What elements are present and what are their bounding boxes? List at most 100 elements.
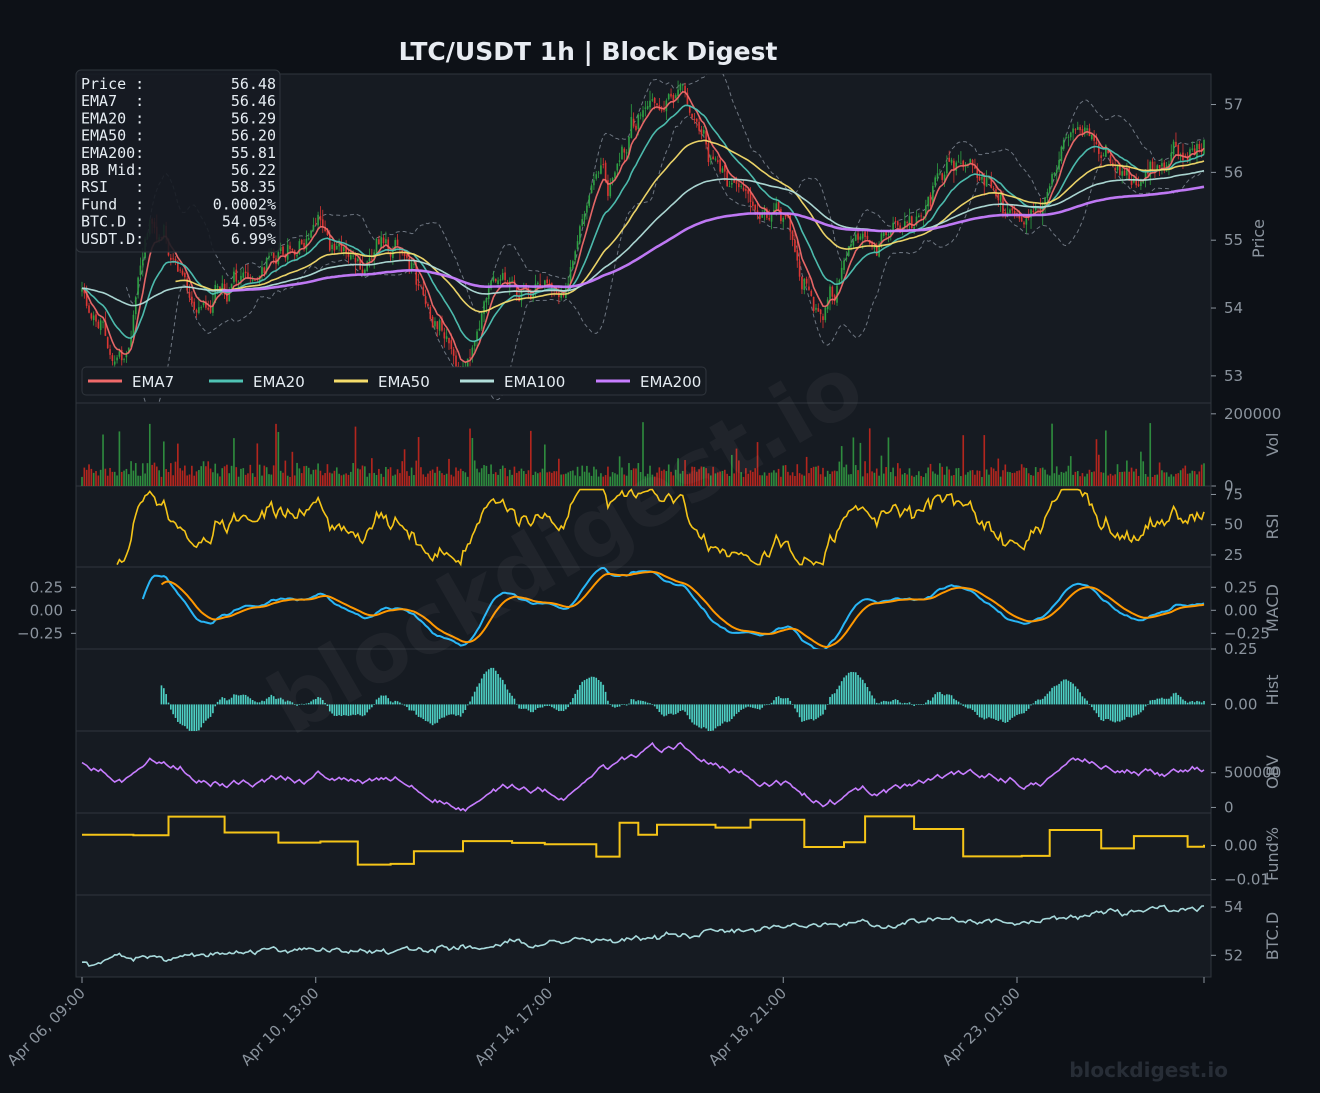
volume-bar: [918, 471, 920, 486]
candle: [188, 292, 191, 298]
candle: [181, 270, 184, 275]
volume-bar: [305, 465, 308, 486]
volume-bar: [389, 467, 392, 486]
volume-bar: [328, 472, 331, 486]
volume-bar: [212, 472, 214, 486]
hist-bar: [357, 704, 359, 715]
candle: [628, 136, 630, 155]
volume-bar: [1158, 462, 1161, 486]
volume-bar: [1023, 467, 1025, 486]
hist-bar: [284, 701, 287, 705]
candle: [235, 269, 238, 282]
candle: [1062, 140, 1065, 149]
volume-bar: [148, 423, 151, 486]
hist-bar: [240, 695, 242, 705]
hist-bar: [878, 703, 880, 705]
candle: [761, 212, 764, 218]
hist-bar: [590, 676, 593, 705]
hist-bar: [258, 702, 261, 705]
volume-bar: [525, 473, 527, 486]
hist-bar: [702, 704, 705, 728]
volume-bar: [628, 463, 630, 486]
candle: [429, 307, 432, 319]
hist-bar: [719, 704, 721, 726]
volume-bar: [925, 473, 927, 486]
hist-bar: [186, 704, 189, 729]
volume-bar: [936, 474, 939, 486]
candle: [106, 337, 109, 349]
hist-bar: [915, 704, 918, 706]
candle: [179, 269, 181, 271]
hist-bar: [254, 701, 256, 705]
candle: [1142, 180, 1145, 183]
hist-bar: [759, 704, 761, 710]
hist-bar: [371, 704, 373, 708]
hist-bar: [623, 704, 626, 706]
volume-bar: [480, 468, 483, 486]
volume-bar: [971, 470, 974, 486]
hist-bar: [272, 696, 275, 705]
candle: [562, 295, 565, 297]
hist-bar: [1079, 692, 1081, 705]
volume-bar: [1186, 473, 1189, 486]
volume-bar: [838, 461, 841, 486]
hist-bar: [621, 704, 623, 705]
y-axis-label: Vol: [1263, 433, 1282, 457]
hist-bar: [1041, 698, 1044, 705]
hist-bar: [948, 694, 951, 705]
volume-bar: [1011, 472, 1014, 486]
candle: [716, 160, 719, 162]
candle: [686, 92, 689, 105]
candle: [838, 280, 841, 285]
candle: [219, 286, 221, 289]
candle: [113, 361, 116, 365]
hist-bar: [742, 704, 745, 709]
candle: [922, 216, 925, 218]
candle: [357, 259, 359, 262]
volume-bar: [378, 468, 380, 486]
candle: [265, 258, 268, 272]
candle: [340, 243, 343, 252]
y-tick-label: 53: [1224, 367, 1243, 385]
volume-bar: [611, 472, 614, 486]
candle: [116, 357, 118, 361]
candle: [382, 237, 385, 244]
candle: [282, 246, 284, 255]
candle: [824, 307, 827, 321]
volume-bar: [490, 464, 492, 486]
hist-bar: [817, 704, 820, 718]
volume-bar: [300, 473, 303, 486]
volume-bar: [962, 435, 965, 486]
hist-bar: [852, 672, 855, 705]
info-label: Price :: [81, 75, 144, 93]
hist-bar: [340, 704, 343, 717]
candle: [184, 273, 186, 278]
hist-bar: [560, 704, 563, 711]
hist-bar: [228, 699, 231, 705]
candle: [326, 229, 329, 235]
volume-bar: [957, 467, 960, 486]
hist-bar: [429, 704, 432, 724]
candle: [913, 226, 915, 231]
hist-bar: [420, 704, 422, 718]
hist-bar: [522, 704, 525, 709]
volume-bar: [417, 437, 420, 486]
panel-frame: [75, 485, 1212, 568]
candle: [1123, 170, 1126, 176]
volume-bar: [258, 464, 261, 486]
candle: [581, 219, 584, 226]
hist-bar: [593, 676, 595, 705]
volume-bar: [950, 475, 953, 486]
candle: [371, 258, 373, 260]
hist-bar: [544, 704, 546, 707]
volume-bar: [766, 475, 768, 486]
candle: [109, 349, 111, 355]
volume-bar: [515, 472, 518, 486]
hist-bar: [251, 700, 254, 705]
hist-bar: [679, 704, 682, 711]
candle: [342, 247, 345, 251]
candle: [644, 107, 647, 109]
candle: [976, 167, 979, 178]
volume-bar: [141, 463, 144, 486]
volume-bar: [268, 474, 270, 486]
